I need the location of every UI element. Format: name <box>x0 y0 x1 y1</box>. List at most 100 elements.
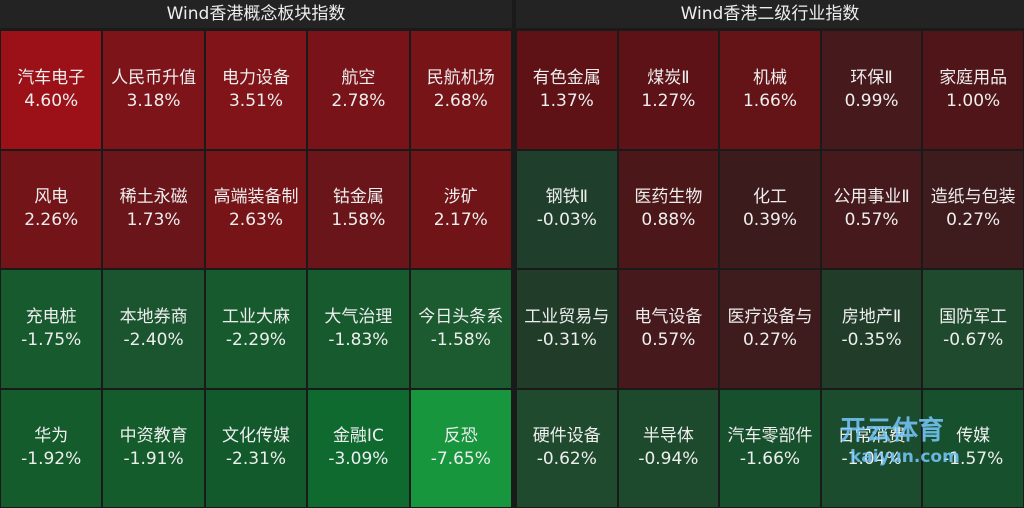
tile-change: 1.27% <box>641 90 696 111</box>
tile-change: 0.57% <box>844 210 899 231</box>
tile-change: 2.26% <box>24 210 79 231</box>
heatmap-tile: 化工 0.39% <box>719 149 821 269</box>
tile-change: 0.99% <box>844 90 899 111</box>
tile-change: -0.62% <box>536 449 597 470</box>
heatmap-tile: 大气治理 -1.83% <box>307 269 410 389</box>
tile-change: -1.58% <box>430 329 491 350</box>
heatmap-tile: 公用事业Ⅱ 0.57% <box>820 149 923 269</box>
tile-change: 2.68% <box>433 90 488 111</box>
heatmap-tile: 汽车电子 4.60% <box>0 30 103 150</box>
tile-change: 1.37% <box>539 90 594 111</box>
tile-change: -1.66% <box>739 449 801 470</box>
tile-change: 4.60% <box>24 90 79 111</box>
heatmap-tile: 今日头条系 -1.58% <box>409 269 512 389</box>
heatmap-tile: 传媒 -1.57% <box>922 388 1024 508</box>
tile-change: 0.27% <box>946 210 1001 231</box>
tile-change: -1.04% <box>841 449 902 470</box>
tile-name: 医疗设备与 <box>727 306 813 327</box>
watermark-site: kaiyun.com <box>850 447 960 467</box>
heatmap-tile: 高端装备制 2.63% <box>204 149 308 269</box>
tile-change: 0.88% <box>641 210 696 231</box>
tile-change: 2.63% <box>228 210 283 231</box>
watermark-brand: 开云体育 <box>840 416 945 446</box>
heatmap-tile: 电气设备 0.57% <box>617 269 720 389</box>
tile-change: -2.29% <box>225 329 287 350</box>
tile-change: -2.31% <box>225 449 287 470</box>
tile-name: 充电桩 <box>25 306 77 327</box>
tile-name: 工业贸易与 <box>524 306 610 327</box>
tile-name: 涉矿 <box>443 187 478 208</box>
tile-name: 有色金属 <box>532 67 601 88</box>
heatmap-tile: 钴金属 1.58% <box>307 149 410 269</box>
heatmap-tile: 煤炭Ⅱ 1.27% <box>617 30 720 150</box>
heatmap-tile: 航空 2.78% <box>307 30 410 150</box>
tile-name: 汽车零部件 <box>727 426 813 447</box>
tile-name: 公用事业Ⅱ <box>833 187 910 208</box>
heatmap-tile: 半导体 -0.94% <box>617 388 720 508</box>
heatmap-tile: 汽车零部件 -1.66% <box>719 388 821 508</box>
tile-name: 钢铁Ⅱ <box>545 187 588 208</box>
tile-name: 中资教育 <box>119 426 188 447</box>
tile-name: 房地产Ⅱ <box>841 306 902 327</box>
tile-name: 反恐 <box>443 426 478 447</box>
tile-name: 硬件设备 <box>532 426 601 447</box>
heatmap-tile: 华为 -1.92% <box>0 388 103 508</box>
heatmap-tile: 金融IC -3.09% <box>307 388 410 508</box>
heatmap-tile: 日常消费 -1.04% <box>820 388 923 508</box>
heatmap-tile: 电力设备 3.51% <box>204 30 308 150</box>
heatmap-tile: 房地产Ⅱ -0.35% <box>820 269 923 389</box>
heatmap-tile: 工业大麻 -2.29% <box>204 269 308 389</box>
heatmap-tile: 文化传媒 -2.31% <box>204 388 308 508</box>
heatmap-tile: 医疗设备与 0.27% <box>719 269 821 389</box>
heatmap-tile: 造纸与包装 0.27% <box>922 149 1024 269</box>
tile-name: 稀土永磁 <box>119 187 188 208</box>
tile-name: 机械 <box>752 67 787 88</box>
heatmap-tile: 中资教育 -1.91% <box>102 388 205 508</box>
tile-change: -3.09% <box>328 449 389 470</box>
tile-name: 工业大麻 <box>221 306 290 327</box>
heatmap-tile: 人民币升值 3.18% <box>102 30 205 150</box>
tile-name: 金融IC <box>332 426 384 447</box>
heatmap-tile: 机械 1.66% <box>719 30 821 150</box>
tile-change: 3.18% <box>126 90 181 111</box>
heatmap-tile: 工业贸易与 -0.31% <box>516 269 618 389</box>
tile-name: 本地券商 <box>119 306 188 327</box>
tile-name: 半导体 <box>642 426 694 447</box>
tile-change: -0.31% <box>536 329 597 350</box>
tile-change: -0.67% <box>943 329 1004 350</box>
tile-name: 电气设备 <box>634 306 703 327</box>
heatmap-tile: 钢铁Ⅱ -0.03% <box>516 149 618 269</box>
tile-change: 0.39% <box>742 210 797 231</box>
tile-change: -0.35% <box>841 329 902 350</box>
tile-name: 化工 <box>752 187 787 208</box>
tile-change: -1.83% <box>328 329 389 350</box>
tile-name: 造纸与包装 <box>930 187 1016 208</box>
tile-name: 国防军工 <box>939 306 1008 327</box>
tile-name: 今日头条系 <box>418 306 504 327</box>
tile-change: 0.57% <box>641 329 696 350</box>
tile-change: -2.40% <box>123 329 184 350</box>
tile-change: 1.58% <box>331 210 386 231</box>
heatmap-tile: 硬件设备 -0.62% <box>516 388 618 508</box>
tile-name: 日常消费 <box>837 426 906 447</box>
tile-name: 电力设备 <box>221 67 290 88</box>
heatmap-tile: 充电桩 -1.75% <box>0 269 103 389</box>
tile-name: 航空 <box>341 67 376 88</box>
tile-change: -1.75% <box>21 329 82 350</box>
tile-name: 家庭用品 <box>939 67 1008 88</box>
heatmap-tile: 本地券商 -2.40% <box>102 269 205 389</box>
heatmap-tile: 环保Ⅱ 0.99% <box>820 30 923 150</box>
tile-change: 3.51% <box>228 90 283 111</box>
heatmap-tile: 有色金属 1.37% <box>516 30 618 150</box>
tile-name: 汽车电子 <box>17 67 86 88</box>
tile-name: 高端装备制 <box>213 187 299 208</box>
panel-title: Wind香港二级行业指数 <box>516 0 1024 28</box>
tile-name: 医药生物 <box>634 187 703 208</box>
tile-change: -0.94% <box>638 449 699 470</box>
tile-change: 0.27% <box>742 329 797 350</box>
tile-name: 传媒 <box>956 426 991 447</box>
watermark: 开云体育 kaiyun.com <box>740 410 960 467</box>
tile-change: 2.17% <box>433 210 488 231</box>
tile-change: -1.57% <box>943 449 1004 470</box>
